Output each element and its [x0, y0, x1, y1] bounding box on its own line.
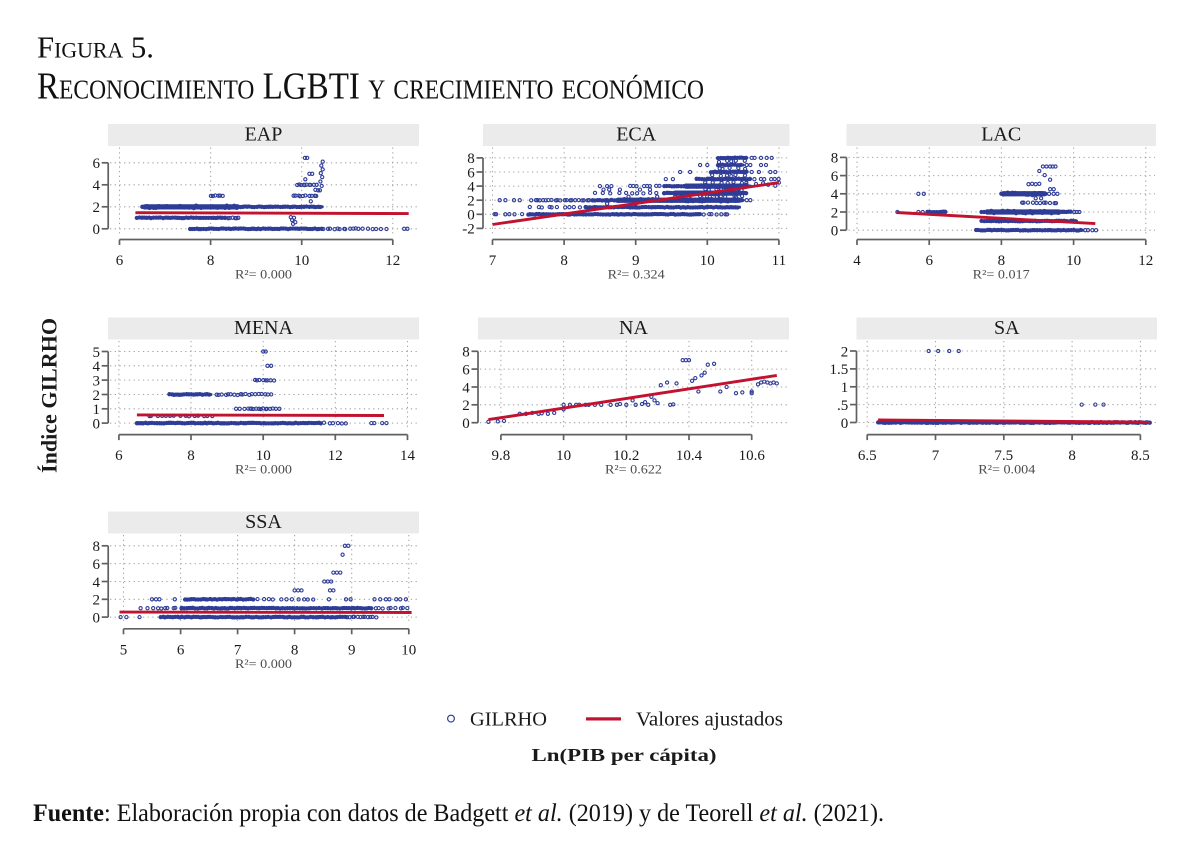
- svg-text:6: 6: [93, 557, 101, 573]
- svg-text:8: 8: [93, 539, 101, 555]
- svg-text:Reconocimiento LGBTI y crecimi: Reconocimiento LGBTI y crecimiento econó…: [37, 66, 704, 108]
- svg-text:0: 0: [93, 610, 101, 626]
- svg-text:8: 8: [291, 642, 299, 658]
- svg-text:6: 6: [462, 362, 470, 378]
- svg-text:2: 2: [462, 398, 470, 414]
- svg-text:10.2: 10.2: [613, 448, 639, 464]
- svg-text:1.5: 1.5: [830, 362, 849, 378]
- svg-text:10.6: 10.6: [739, 448, 766, 464]
- svg-text:R²= 0.000: R²= 0.000: [235, 268, 292, 282]
- svg-text:8: 8: [467, 151, 475, 167]
- svg-text:Figura 5.: Figura 5.: [37, 30, 154, 65]
- svg-text:R²= 0.622: R²= 0.622: [605, 463, 662, 477]
- svg-text:11: 11: [772, 253, 786, 269]
- svg-text:6.5: 6.5: [858, 448, 877, 464]
- svg-text:1: 1: [93, 402, 101, 418]
- svg-text:2: 2: [831, 205, 839, 221]
- svg-text:GILRHO: GILRHO: [470, 708, 547, 730]
- svg-text:12: 12: [328, 448, 343, 464]
- svg-text:EAP: EAP: [245, 124, 283, 146]
- svg-text:10: 10: [294, 253, 309, 269]
- svg-text:2: 2: [467, 194, 475, 210]
- svg-text:6: 6: [925, 253, 933, 269]
- svg-text:1: 1: [841, 380, 849, 396]
- svg-text:R²= 0.324: R²= 0.324: [608, 268, 666, 282]
- svg-text:4: 4: [831, 187, 839, 203]
- svg-text:4: 4: [853, 253, 861, 269]
- svg-text:10.4: 10.4: [676, 448, 703, 464]
- svg-text:SSA: SSA: [245, 511, 282, 533]
- svg-text:Fuente: Elaboración propia con: Fuente: Elaboración propia con datos de …: [33, 798, 884, 827]
- svg-text:9: 9: [348, 642, 356, 658]
- svg-text:6: 6: [831, 169, 839, 185]
- svg-text:14: 14: [400, 448, 416, 464]
- svg-text:4: 4: [93, 178, 101, 194]
- svg-text:9: 9: [632, 253, 640, 269]
- svg-text:10: 10: [401, 642, 416, 658]
- svg-text:10: 10: [556, 448, 571, 464]
- svg-text:12: 12: [1138, 253, 1153, 269]
- svg-text:R²= 0.004: R²= 0.004: [978, 463, 1036, 477]
- svg-text:8: 8: [831, 151, 839, 167]
- svg-text:SA: SA: [994, 317, 1020, 339]
- svg-text:8: 8: [462, 345, 470, 361]
- svg-text:Ln(PIB per cápita): Ln(PIB per cápita): [532, 745, 717, 766]
- svg-text:4: 4: [462, 380, 470, 396]
- svg-text:12: 12: [385, 253, 400, 269]
- svg-text:8: 8: [998, 253, 1006, 269]
- svg-text:4: 4: [93, 575, 101, 591]
- svg-text:2: 2: [93, 388, 101, 404]
- svg-text:10: 10: [256, 448, 271, 464]
- svg-text:0: 0: [462, 416, 470, 432]
- svg-text:R²= 0.017: R²= 0.017: [973, 268, 1030, 282]
- svg-text:LAC: LAC: [981, 124, 1021, 146]
- svg-text:4: 4: [467, 179, 475, 195]
- svg-text:5: 5: [93, 345, 101, 361]
- svg-text:8: 8: [207, 253, 215, 269]
- svg-text:6: 6: [116, 253, 124, 269]
- svg-text:6: 6: [467, 165, 475, 181]
- svg-text:7: 7: [489, 253, 497, 269]
- svg-text:5: 5: [120, 642, 128, 658]
- svg-text:7: 7: [932, 448, 940, 464]
- svg-text:0: 0: [93, 416, 101, 432]
- svg-text:8: 8: [187, 448, 195, 464]
- svg-text:6: 6: [177, 642, 185, 658]
- svg-text:6: 6: [115, 448, 123, 464]
- svg-text:9.8: 9.8: [492, 448, 511, 464]
- svg-text:ECA: ECA: [616, 124, 657, 146]
- svg-text:Índice GILRHO: Índice GILRHO: [37, 318, 62, 473]
- svg-text:8: 8: [560, 253, 568, 269]
- svg-text:Valores ajustados: Valores ajustados: [636, 708, 783, 730]
- svg-text:8: 8: [1068, 448, 1076, 464]
- svg-text:0: 0: [467, 208, 475, 224]
- svg-text:-2: -2: [462, 222, 475, 238]
- svg-text:0: 0: [831, 224, 839, 240]
- svg-text:0: 0: [841, 416, 849, 432]
- svg-text:0: 0: [93, 222, 101, 238]
- svg-text:10: 10: [1066, 253, 1081, 269]
- svg-text:2: 2: [93, 593, 101, 609]
- svg-text:NA: NA: [619, 317, 648, 339]
- svg-text:3: 3: [93, 373, 101, 389]
- svg-text:10: 10: [700, 253, 715, 269]
- svg-text:2: 2: [841, 344, 849, 360]
- svg-text:4: 4: [93, 359, 101, 375]
- svg-text:R²= 0.000: R²= 0.000: [235, 463, 292, 477]
- svg-text:MENA: MENA: [234, 317, 293, 339]
- svg-text:2: 2: [93, 200, 101, 216]
- svg-text:.5: .5: [837, 398, 848, 414]
- svg-text:7.5: 7.5: [994, 448, 1013, 464]
- svg-text:R²= 0.000: R²= 0.000: [235, 657, 292, 671]
- svg-text:8.5: 8.5: [1131, 448, 1150, 464]
- svg-text:7: 7: [234, 642, 242, 658]
- svg-text:6: 6: [93, 156, 101, 172]
